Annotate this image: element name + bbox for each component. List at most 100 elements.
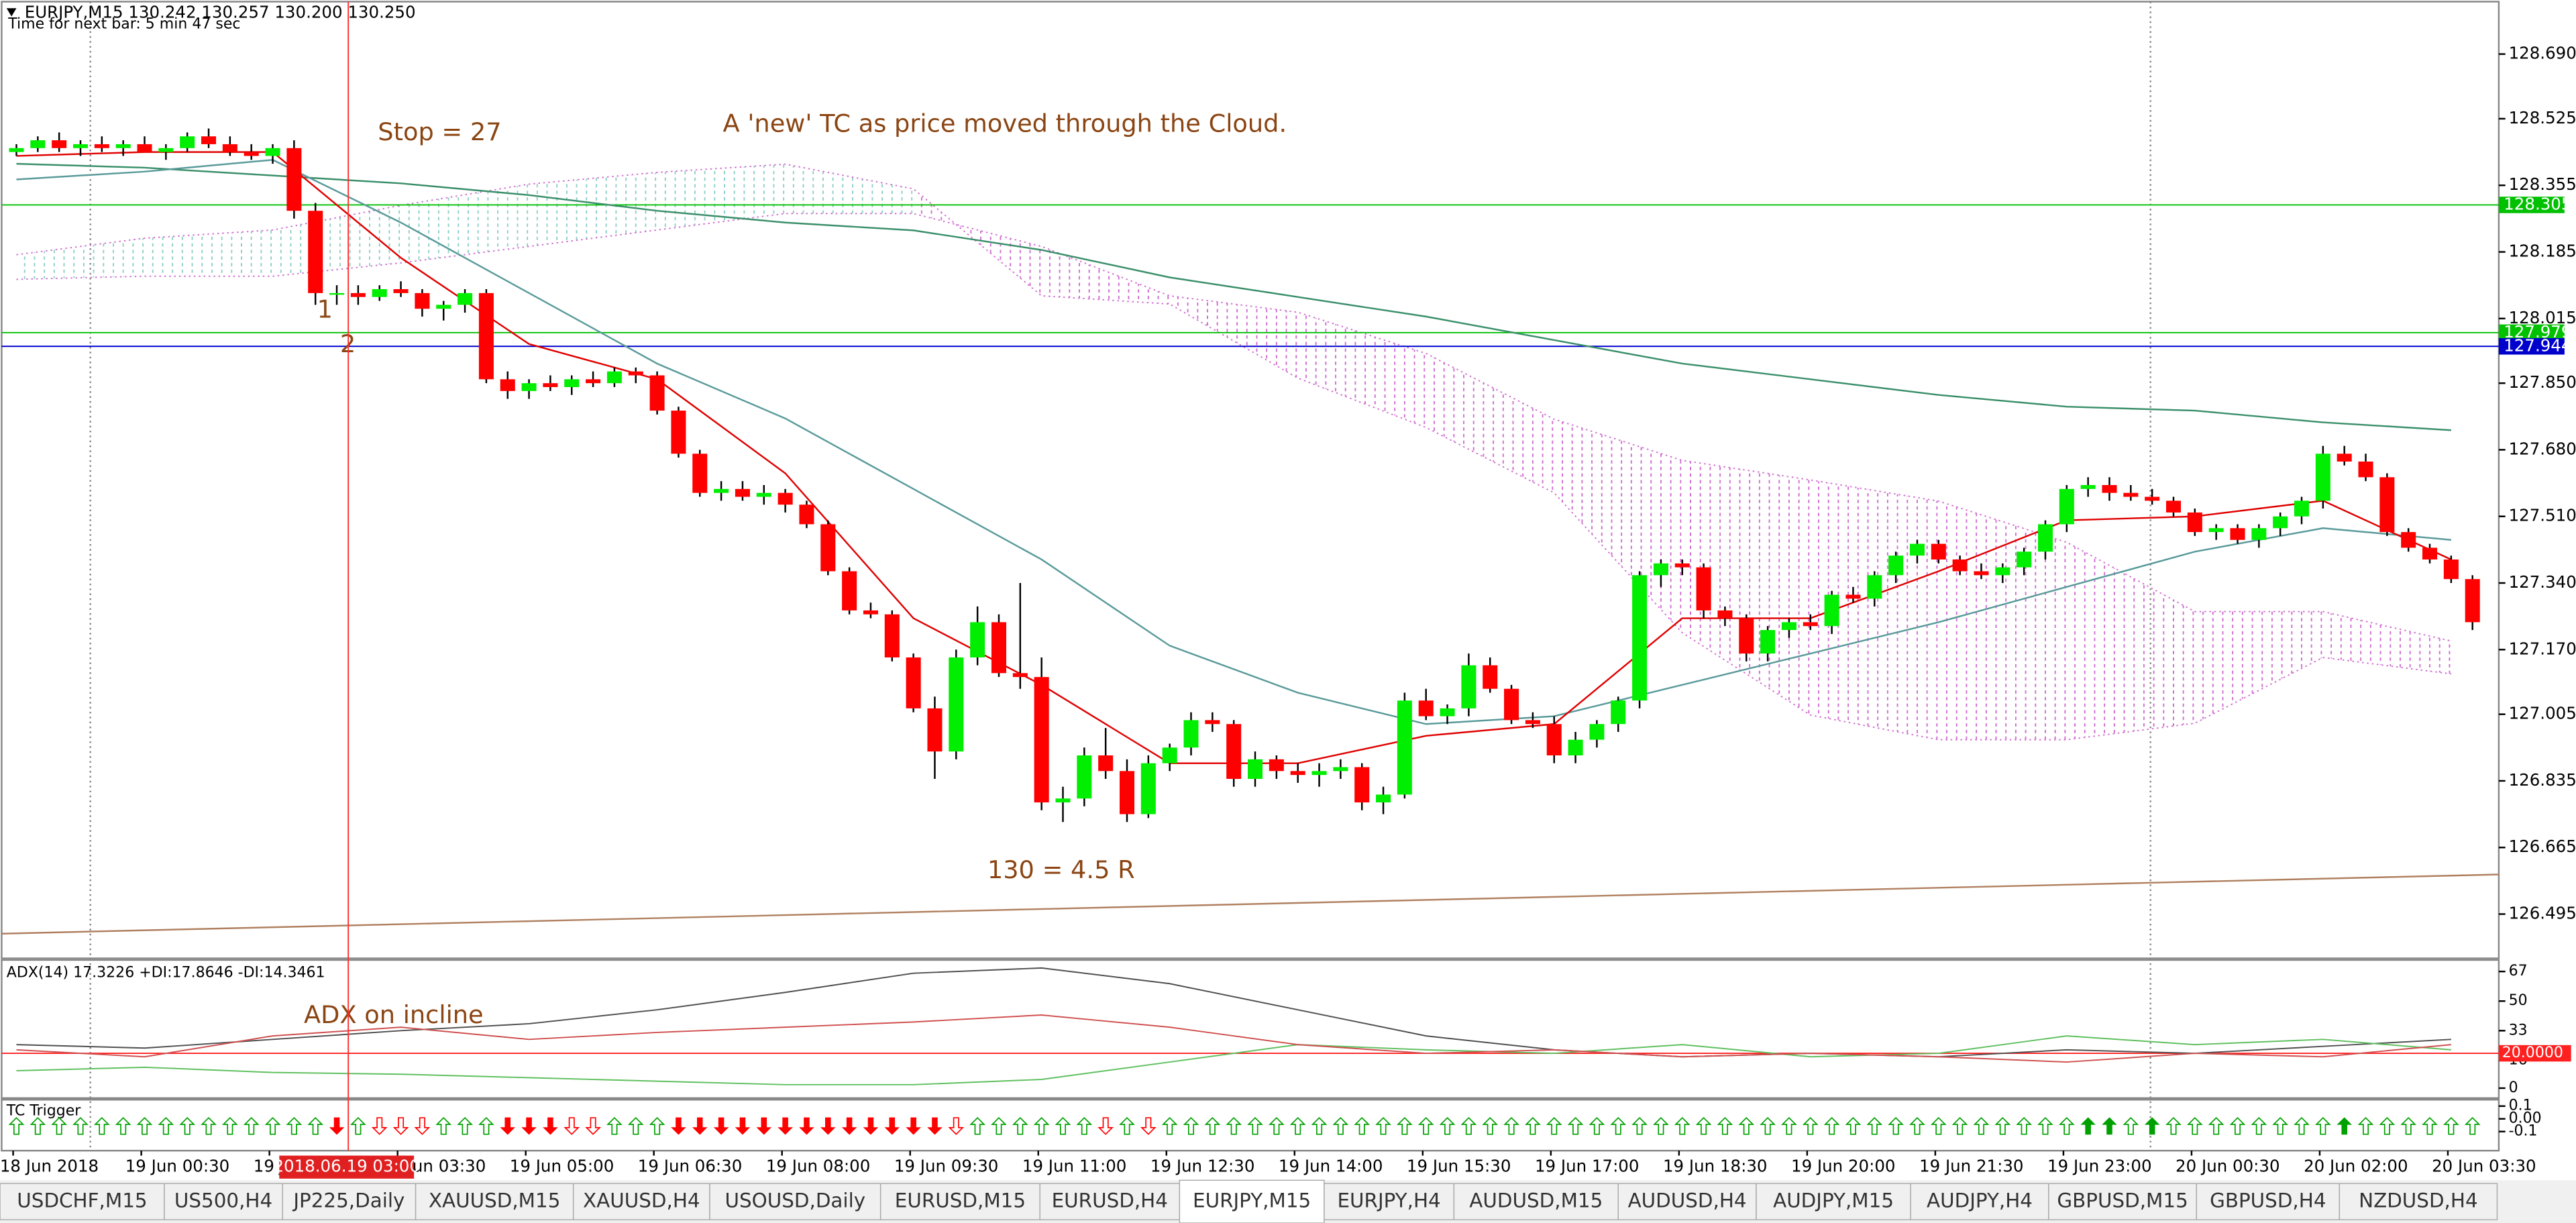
annotation: A 'new' TC as price moved through the Cl… — [723, 109, 1287, 138]
tab-bg[interactable] — [879, 1183, 1040, 1220]
tab-label[interactable]: AUDJPY,M15 — [1773, 1189, 1894, 1212]
candle-body — [1483, 665, 1498, 689]
y-tick-label: 128.185 — [2509, 242, 2576, 261]
tab-label[interactable]: EURUSD,H4 — [1052, 1189, 1168, 1212]
candle-body — [2165, 500, 2182, 513]
tab[interactable]: US500,H4 — [164, 1183, 283, 1220]
candle-body — [735, 488, 750, 497]
candle-body — [1952, 559, 1968, 572]
signal-arrow — [2422, 1116, 2438, 1135]
tab[interactable]: AUDUSD,H4 — [1617, 1183, 1757, 1220]
signal-arrow — [1183, 1116, 1199, 1135]
tab[interactable]: EURJPY,M15 — [1179, 1179, 1325, 1223]
tab-bg[interactable] — [2196, 1183, 2341, 1220]
x-tick-label: 19 Jun 09:30 — [894, 1157, 999, 1176]
tab[interactable]: NZDUSD,H4 — [2339, 1183, 2498, 1220]
y-tick-label: 126.835 — [2509, 770, 2576, 790]
signal-arrow — [2229, 1116, 2246, 1135]
signal-arrow — [585, 1117, 601, 1135]
tab[interactable]: EURUSD,M15 — [879, 1183, 1040, 1220]
level-tag — [2498, 324, 2565, 341]
candle-body — [884, 614, 900, 657]
tab[interactable]: XAUUSD,M15 — [415, 1183, 574, 1220]
tab[interactable]: USDCHF,M15 — [0, 1183, 165, 1220]
tab[interactable]: AUDUSD,M15 — [1453, 1183, 1619, 1220]
signal-arrow — [1631, 1116, 1648, 1135]
signal-arrow — [115, 1116, 131, 1135]
tab-label[interactable]: GBPUSD,H4 — [2210, 1189, 2326, 1212]
tab[interactable]: GBPUSD,H4 — [2196, 1183, 2341, 1220]
tab-bg[interactable] — [1910, 1183, 2049, 1220]
tab-label[interactable]: EURJPY,H4 — [1337, 1189, 1440, 1212]
signal-arrow — [2337, 1117, 2352, 1135]
signal-arrow — [1674, 1116, 1690, 1135]
signal-arrow — [1033, 1116, 1050, 1135]
tab[interactable]: JP225,Daily — [282, 1183, 417, 1220]
tab-bg[interactable] — [1324, 1183, 1455, 1220]
tab-label[interactable]: EURJPY,M15 — [1193, 1189, 1311, 1212]
cloud-segment — [1938, 500, 2067, 740]
tab-label[interactable]: EURUSD,M15 — [895, 1189, 1026, 1212]
tab-bg[interactable] — [2048, 1183, 2198, 1220]
signal-arrow — [927, 1117, 943, 1135]
tab-label[interactable]: AUDUSD,M15 — [1469, 1189, 1603, 1212]
tab-label[interactable]: USDCHF,M15 — [17, 1189, 147, 1212]
signal-arrow — [201, 1116, 217, 1135]
signal-arrow — [1226, 1116, 1242, 1135]
annotation: 130 = 4.5 R — [987, 855, 1135, 884]
candle-body — [1226, 724, 1242, 780]
signal-arrow — [1866, 1116, 1883, 1135]
annotation: ADX on incline — [304, 1000, 484, 1029]
signal-arrow — [1930, 1116, 1947, 1135]
cloud-segment — [1810, 480, 1939, 740]
tab[interactable]: XAUUSD,H4 — [572, 1183, 710, 1220]
candle-body — [2037, 524, 2053, 552]
signal-arrow — [8, 1116, 25, 1135]
tab[interactable]: GBPUSD,M15 — [2048, 1183, 2198, 1220]
tab-label[interactable]: USOUSD,Daily — [724, 1189, 865, 1212]
tab[interactable]: AUDJPY,H4 — [1910, 1183, 2049, 1220]
candle-body — [2443, 559, 2459, 580]
signal-arrow — [1439, 1116, 1456, 1135]
tab-label[interactable]: XAUUSD,M15 — [429, 1189, 560, 1212]
tab[interactable]: EURUSD,H4 — [1039, 1183, 1181, 1220]
title-arrow — [6, 8, 17, 17]
tab-label[interactable]: GBPUSD,M15 — [2057, 1189, 2188, 1212]
tab-bg[interactable] — [572, 1183, 710, 1220]
tab-bg[interactable] — [1179, 1179, 1325, 1223]
candle-body — [329, 293, 345, 295]
signal-arrow — [1695, 1116, 1712, 1135]
tab[interactable]: EURJPY,H4 — [1324, 1183, 1455, 1220]
tab-bg[interactable] — [2339, 1183, 2498, 1220]
tab-bg[interactable] — [282, 1183, 417, 1220]
tab-label[interactable]: NZDUSD,H4 — [2359, 1189, 2478, 1212]
candle-body — [1824, 594, 1839, 627]
candle-body — [2294, 500, 2310, 517]
tab[interactable]: AUDJPY,M15 — [1756, 1183, 1911, 1220]
x-tick-label: 18 Jun 2018 — [0, 1157, 99, 1176]
signal-arrow — [2165, 1116, 2182, 1135]
cloud-segment — [1554, 419, 1682, 633]
x-tick-label: 19 Jun 08:00 — [766, 1157, 871, 1176]
tab-bg[interactable] — [164, 1183, 283, 1220]
signal-arrow — [392, 1117, 409, 1135]
signal-arrow — [627, 1116, 644, 1135]
tab-label[interactable]: AUDUSD,H4 — [1628, 1189, 1747, 1212]
y-tick-label: -0.1 — [2509, 1123, 2538, 1140]
signal-arrow — [371, 1117, 388, 1135]
tab-bg[interactable] — [1617, 1183, 1757, 1220]
tab-bg[interactable] — [1039, 1183, 1181, 1220]
candle-body — [1867, 575, 1882, 599]
signal-arrow — [1268, 1116, 1285, 1135]
signal-arrow — [2294, 1116, 2310, 1135]
moving-average — [16, 159, 2451, 725]
tab-bg[interactable] — [1756, 1183, 1911, 1220]
tab-label[interactable]: US500,H4 — [174, 1189, 272, 1212]
tab-label[interactable]: XAUUSD,H4 — [583, 1189, 700, 1212]
tab-label[interactable]: AUDJPY,H4 — [1927, 1189, 2033, 1212]
tab-bg[interactable] — [709, 1183, 881, 1220]
tab-bg[interactable] — [1453, 1183, 1619, 1220]
signal-arrow — [1375, 1116, 1391, 1135]
tab[interactable]: USOUSD,Daily — [709, 1183, 881, 1220]
tab-label[interactable]: JP225,Daily — [292, 1189, 405, 1212]
